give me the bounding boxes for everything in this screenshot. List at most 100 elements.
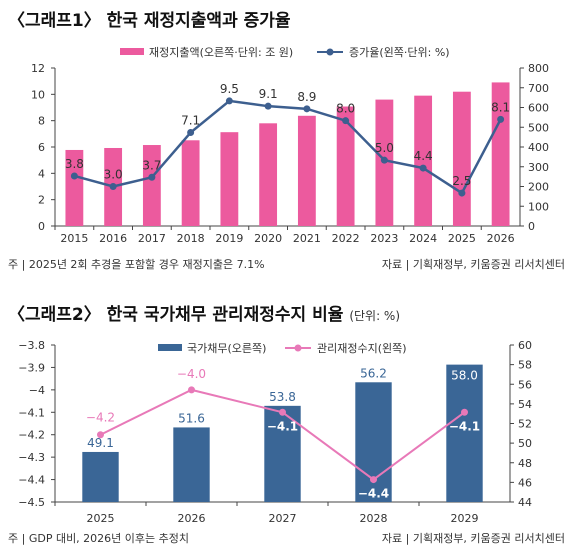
data-label-national-debt: 51.6 — [178, 411, 205, 425]
point-fiscal-balance — [461, 408, 468, 416]
bar-spending — [142, 145, 161, 226]
y-right-tick-label: 500 — [528, 121, 549, 134]
x-tick-label: 2029 — [451, 512, 479, 525]
data-label-growth-rate: 9.5 — [220, 82, 239, 96]
bar-spending — [259, 123, 278, 226]
y-right-tick-label: 100 — [528, 200, 549, 213]
legend-bar-label: 국가채무(오른쪽) — [187, 342, 266, 355]
bar-spending — [336, 106, 355, 226]
x-tick-label: 2022 — [332, 232, 360, 245]
chart2-footnote: 주 | GDP 대비, 2026년 이후는 추정치 — [8, 532, 190, 545]
data-label-fiscal-balance: −4.1 — [449, 419, 480, 433]
bar-spending — [220, 132, 239, 226]
bar-spending — [65, 149, 84, 226]
y-left-tick-label: 0 — [38, 220, 45, 233]
line-growth-rate — [74, 99, 502, 195]
point-fiscal-balance — [370, 476, 377, 484]
bar-national-debt — [82, 451, 119, 502]
x-tick-label: 2020 — [254, 232, 282, 245]
legend-line-label: 증가율(왼쪽·단위: %) — [349, 45, 450, 59]
point-fiscal-balance — [279, 408, 286, 416]
point-growth-rate — [303, 105, 311, 113]
point-growth-rate — [380, 156, 388, 164]
x-tick-label: 2017 — [138, 232, 166, 245]
data-label-growth-rate: 2.5 — [452, 174, 471, 188]
y-left-tick-label: −4 — [29, 384, 45, 397]
point-fiscal-balance — [97, 431, 104, 439]
y-left-tick-label: −4.4 — [18, 474, 45, 487]
y-left-tick-label: −4.5 — [18, 496, 45, 509]
y-left-tick-label: −4.3 — [18, 451, 45, 464]
point-growth-rate — [187, 129, 195, 137]
data-label-growth-rate: 7.1 — [181, 114, 200, 128]
legend-line-marker — [326, 48, 334, 56]
y-left-tick-label: 12 — [31, 62, 45, 75]
data-label-growth-rate: 9.1 — [259, 87, 278, 101]
y-right-tick-label: 46 — [518, 476, 532, 489]
x-tick-label: 2027 — [269, 512, 297, 525]
x-tick-label: 2025 — [448, 232, 476, 245]
y-right-tick-label: 56 — [518, 378, 532, 391]
y-left-tick-label: −3.8 — [18, 339, 45, 352]
y-right-tick-label: 48 — [518, 457, 532, 470]
x-tick-label: 2016 — [99, 232, 127, 245]
data-label-growth-rate: 5.0 — [375, 141, 394, 155]
chart2-title: 〈그래프2〉 한국 국가채무 관리재정수지 비율 (단위: %) — [8, 300, 400, 325]
point-growth-rate — [497, 115, 505, 123]
bar-spending — [297, 115, 316, 226]
x-tick-label: 2028 — [360, 512, 388, 525]
bar-spending — [452, 91, 471, 226]
point-growth-rate — [458, 189, 466, 197]
x-tick-label: 2015 — [60, 232, 88, 245]
data-label-growth-rate: 8.1 — [491, 100, 510, 114]
point-growth-rate — [419, 164, 427, 172]
y-right-tick-label: 50 — [518, 437, 532, 450]
data-label-national-debt: 49.1 — [87, 436, 114, 450]
bar-national-debt — [446, 364, 483, 502]
y-right-tick-label: 600 — [528, 102, 549, 115]
point-growth-rate — [225, 97, 233, 105]
chart2-svg: 국가채무(오른쪽) 관리재정수지(왼쪽) −3.8 −3.9 −4 −4.1 −4.2 −4.… — [18, 339, 532, 525]
y-right-tick-label: 700 — [528, 82, 549, 95]
y-left-tick-label: 10 — [31, 88, 45, 101]
data-label-growth-rate: 8.9 — [297, 90, 316, 104]
point-growth-rate — [70, 172, 78, 180]
y-right-tick-label: 44 — [518, 496, 532, 509]
data-label-growth-rate: 3.8 — [65, 157, 84, 171]
chart1-source: 자료 | 기획재정부, 키움증권 리서치센터 — [381, 258, 565, 271]
legend-line-marker — [294, 344, 302, 352]
data-label-fiscal-balance: −4.1 — [267, 419, 298, 433]
y-right-tick-label: 300 — [528, 161, 549, 174]
y-left-tick-label: −3.9 — [18, 361, 45, 374]
y-left-tick-label: −4.1 — [18, 406, 45, 419]
data-label-fiscal-balance: −4.0 — [177, 367, 206, 381]
x-tick-label: 2018 — [177, 232, 205, 245]
y-right-tick-label: 200 — [528, 181, 549, 194]
data-label-national-debt: 56.2 — [360, 366, 387, 380]
y-right-tick-label: 54 — [518, 398, 532, 411]
x-tick-label: 2026 — [178, 512, 206, 525]
point-growth-rate — [148, 173, 156, 181]
data-label-growth-rate: 3.0 — [104, 168, 123, 182]
chart1-title: 〈그래프1〉 한국 재정지출액과 증가율 — [8, 11, 291, 31]
bar-spending — [181, 140, 200, 226]
legend-line-label: 관리재정수지(왼쪽) — [317, 341, 407, 355]
point-growth-rate — [342, 117, 350, 125]
chart1-footnote: 주 | 2025년 2회 추경을 포함할 경우 재정지출은 7.1% — [8, 258, 265, 271]
point-growth-rate — [264, 102, 272, 110]
data-label-fiscal-balance: −4.4 — [358, 487, 389, 501]
y-right-tick-label: 58 — [518, 359, 532, 372]
y-right-tick-label: 800 — [528, 62, 549, 75]
legend-bar-label: 재정지출액(오른쪽·단위: 조 원) — [149, 46, 293, 59]
data-label-national-debt: 58.0 — [451, 369, 478, 383]
bar-spending — [414, 95, 433, 227]
data-label-national-debt: 53.8 — [269, 390, 296, 404]
legend-bar-swatch — [158, 344, 182, 351]
chart2-subtitle: (단위: %) — [349, 309, 401, 323]
bar-national-debt — [355, 382, 392, 502]
y-right-tick-label: 0 — [528, 220, 535, 233]
data-label-growth-rate: 8.0 — [336, 102, 355, 116]
y-left-tick-label: −4.2 — [18, 429, 45, 442]
point-fiscal-balance — [188, 386, 195, 394]
y-right-tick-label: 60 — [518, 339, 532, 352]
